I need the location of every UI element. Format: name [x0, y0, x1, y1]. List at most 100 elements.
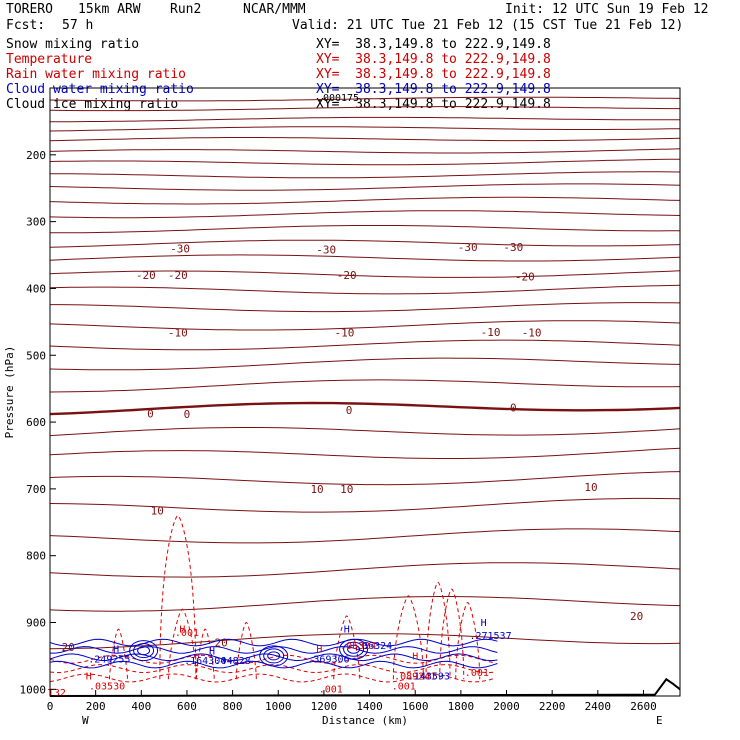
contour-labels: -30 -30 -30 -30-20 -20 -20 -20-10 -10 -10 -100 0 0 0…	[48, 93, 643, 699]
rain-label: .001	[319, 685, 343, 696]
isotherm-line	[49, 528, 681, 544]
model-name: TORERO	[6, 2, 53, 17]
isotherm-line	[49, 447, 681, 459]
max-marker: H	[86, 671, 92, 682]
ice-label: .000175	[317, 93, 359, 104]
init-time: Init: 12 UTC Sun 19 Feb 12	[505, 2, 709, 17]
cloud-water-core	[347, 644, 361, 654]
cloud-water-core	[137, 646, 151, 656]
rain-label: T32	[48, 688, 66, 699]
cloud-water-core	[343, 641, 365, 657]
x-tick-label: 2400	[585, 700, 612, 713]
isotherm-line	[50, 225, 680, 234]
isotherm-line	[50, 116, 681, 123]
max-marker: H	[113, 645, 119, 656]
rain-contours	[49, 515, 496, 683]
y-tick-label: 600	[26, 416, 46, 429]
temperature-label: -30	[458, 241, 478, 254]
cloud-water-label: .164304	[184, 656, 226, 667]
x-tick-label: 2600	[630, 700, 657, 713]
isotherm-line	[49, 126, 681, 132]
temperature-label: 20	[630, 610, 643, 623]
isotherm-line	[49, 96, 681, 102]
x-tick-label: 800	[223, 700, 243, 713]
cloud-water-label: .143593	[408, 671, 450, 682]
temperature-label: 20	[215, 637, 228, 650]
cloud-water-layer	[50, 646, 498, 654]
x-tick-label: 400	[131, 700, 151, 713]
temperature-label: -30	[316, 244, 336, 257]
x-tick-label: 1400	[356, 700, 383, 713]
legend-cloud-water-label: Cloud water mixing ratio	[6, 82, 194, 97]
isotherm-line	[49, 196, 681, 205]
y-axis-label: Pressure (hPa)	[3, 346, 16, 439]
legend-temp-xy: XY= 38.3,149.8 to 222.9,149.8	[316, 52, 551, 67]
x-tick-label: 2000	[493, 700, 520, 713]
cloud-water-label: .271537	[469, 631, 511, 642]
isotherm-line	[49, 284, 681, 295]
temperature-label: -10	[335, 327, 355, 340]
legend-snow-label: Snow mixing ratio	[6, 37, 140, 52]
rain-plume	[392, 595, 424, 680]
temperature-label: 10	[310, 483, 323, 496]
x-tick-label: 0	[47, 700, 54, 713]
temperature-label: -10	[481, 326, 501, 339]
isotherm-line	[49, 497, 681, 513]
legend-ice-xy: XY= 38.3,149.8 to 222.9,149.8	[316, 97, 551, 112]
rain-plume	[235, 622, 257, 680]
isotherm-line	[49, 137, 681, 142]
fcst-value: 57 h	[62, 18, 94, 33]
y-tick-label: 500	[26, 349, 46, 362]
x-axis-label: Distance (km)	[322, 714, 408, 727]
x-tick-label: 1200	[311, 700, 338, 713]
temperature-label: -10	[522, 327, 542, 340]
y-tick-label: 300	[26, 216, 46, 229]
valid-time: Valid: 21 UTC Tue 21 Feb 12 (15 CST Tue …	[292, 18, 684, 33]
y-tick-label: 900	[26, 617, 46, 630]
cloud-water-label: .06324	[356, 641, 392, 652]
temperature-label: 0	[346, 404, 353, 417]
y-tick-label: 700	[26, 483, 46, 496]
max-marker: H	[209, 647, 215, 658]
isotherm-line	[49, 270, 681, 278]
y-tick-label: 1000	[20, 683, 47, 696]
isotherm-line	[49, 401, 681, 416]
rain-label: .089241	[394, 671, 436, 682]
legend-cloud-water-xy: XY= 38.3,149.8 to 222.9,149.8	[316, 82, 551, 97]
rain-label: .001	[392, 681, 416, 692]
isotherm-line	[49, 210, 681, 219]
x-tick-label: 1800	[448, 700, 475, 713]
x-tick-label: 2200	[539, 700, 566, 713]
isotherm-line	[49, 183, 681, 191]
rain-label: .06324	[340, 641, 376, 652]
isotherm-line	[49, 254, 681, 262]
rain-layer	[49, 654, 496, 664]
max-marker: H	[412, 651, 418, 662]
temperature-label: -20	[136, 269, 156, 282]
temperature-label: 10	[151, 504, 164, 517]
rain-plume	[195, 628, 215, 680]
cloud-water-core	[263, 648, 285, 664]
rain-layer	[49, 673, 496, 683]
y-tick-label: 800	[26, 550, 46, 563]
cloud-water-label: .249255	[88, 655, 130, 666]
east-label: E	[656, 714, 663, 727]
temperature-label: 0	[510, 401, 517, 414]
max-marker: H	[179, 625, 185, 636]
run-name: Run2	[170, 2, 202, 17]
temperature-label: 10	[340, 483, 353, 496]
temperature-label: 0	[147, 407, 154, 420]
x-tick-label: 1000	[265, 700, 292, 713]
legend-rain-xy: XY= 38.3,149.8 to 222.9,149.8	[316, 67, 551, 82]
isotherm-line	[49, 106, 680, 112]
isotherm-line	[49, 339, 681, 351]
temperature-label: -20	[337, 269, 357, 282]
axes: 0 200 400 600 800 1000 1200 1400 1600 1800 2000 220…	[20, 149, 657, 713]
isotherm-line	[49, 471, 681, 486]
rain-plume	[108, 628, 128, 680]
temperature-label: 0	[184, 408, 191, 421]
rain-plume	[439, 588, 465, 680]
temperature-label: -20	[168, 269, 188, 282]
isotherm-line	[49, 171, 681, 179]
